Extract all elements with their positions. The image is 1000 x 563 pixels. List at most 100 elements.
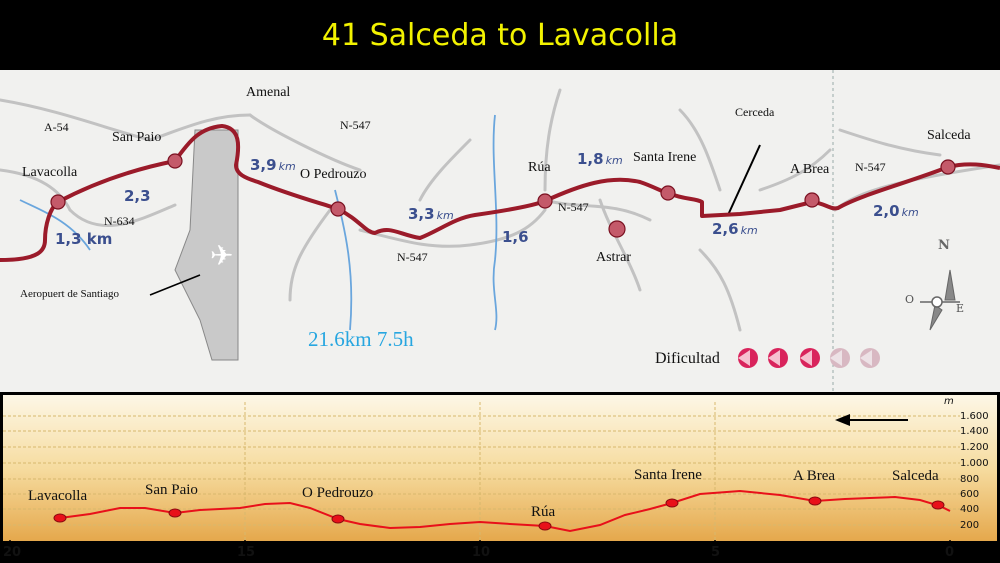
road-label-a54: A-54	[44, 120, 69, 134]
profile-y-tick: 200	[960, 520, 980, 531]
airport-pointer	[149, 274, 201, 296]
river-3	[19, 199, 91, 251]
profile-y-tick: 1.400	[960, 426, 989, 437]
place-san-paio: San Paio	[112, 130, 162, 145]
profile-label-san-paio: San Paio	[145, 482, 198, 498]
profile-x-ticks	[9, 540, 951, 545]
distance-label: 1,6	[502, 228, 529, 246]
distance-label: 2,3	[124, 187, 151, 205]
road-segment	[678, 108, 722, 192]
stop-lavacolla	[50, 194, 66, 210]
road-segment	[698, 248, 742, 332]
road-segment	[758, 148, 832, 192]
elevation-line	[59, 489, 951, 533]
place-o-pedrouzo: O Pedrouzo	[300, 167, 367, 182]
difficulty-icon-1	[738, 348, 758, 368]
distance-label: 1,8 km	[577, 150, 623, 168]
airplane-icon: ✈	[210, 239, 233, 272]
difficulty-label: Dificultad	[655, 350, 720, 367]
profile-label-a-brea: A Brea	[793, 468, 836, 484]
place-a-brea: A Brea	[790, 162, 830, 177]
distance-label: 3,3 km	[408, 205, 454, 223]
title-bar: 41 Salceda to Lavacolla	[0, 0, 1000, 70]
distance-label: 3,9 km	[250, 156, 296, 174]
road-segment	[543, 198, 652, 222]
place-rua: Rúa	[528, 160, 551, 175]
place-lavacolla: Lavacolla	[22, 165, 78, 180]
marker-lavacolla	[53, 513, 67, 523]
profile-x-tick: 15	[237, 545, 256, 560]
road-label-n547-2: N-547	[397, 250, 428, 264]
difficulty-icon-5	[860, 348, 880, 368]
road-label-n547-3: N-547	[558, 200, 589, 214]
profile-label-santa-irene: Santa Irene	[634, 467, 702, 483]
difficulty-icon-2	[768, 348, 788, 368]
road-segment	[838, 128, 942, 157]
profile-x-tick: 5	[711, 545, 721, 560]
marker-san-paio	[168, 508, 182, 518]
place-salceda: Salceda	[927, 128, 971, 143]
profile-x-tick: 10	[472, 545, 491, 560]
profile-gridlines	[3, 402, 960, 541]
road-n634	[68, 203, 177, 227]
marker-salceda	[931, 500, 945, 510]
page-title: 41 Salceda to Lavacolla	[321, 17, 679, 53]
road-segment	[418, 138, 472, 202]
profile-y-unit: m	[944, 396, 954, 407]
marker-rua	[538, 521, 552, 531]
road-segment	[598, 198, 642, 292]
compass-icon	[920, 269, 960, 331]
place-astrar: Astrar	[596, 250, 631, 265]
marker-santa-irene	[665, 498, 679, 508]
profile-label-salceda: Salceda	[892, 468, 939, 484]
profile-canvas	[0, 395, 1000, 545]
marker-a-brea	[808, 496, 822, 506]
profile-label-lavacolla: Lavacolla	[28, 488, 88, 504]
compass-east: E	[956, 302, 965, 315]
road-a54	[0, 98, 252, 142]
road-segment	[0, 168, 72, 212]
distance-label: 1,3 km	[55, 230, 113, 248]
compass-west: O	[905, 293, 915, 306]
elevation-profile: Lavacolla San Paio O Pedrouzo Rúa Santa …	[0, 392, 1000, 563]
distance-label: 2,0 km	[873, 202, 919, 220]
profile-label-rua: Rúa	[531, 504, 556, 520]
marker-o-pedrouzo	[331, 514, 345, 524]
stop-salceda	[940, 159, 956, 175]
profile-y-tick: 800	[960, 474, 980, 485]
road-segment	[543, 88, 562, 192]
route-stats: 21.6km 7.5h	[308, 327, 414, 351]
difficulty-icon-3	[800, 348, 820, 368]
route-stops	[50, 153, 956, 238]
place-cerceda: Cerceda	[735, 105, 775, 119]
difficulty-meter	[738, 348, 880, 368]
distance-label: 2,6 km	[712, 220, 758, 238]
stop-santa-irene	[660, 185, 676, 201]
profile-y-tick: 600	[960, 489, 980, 500]
difficulty-icon-4	[830, 348, 850, 368]
profile-y-tick: 1.000	[960, 458, 989, 469]
route-map: ✈	[0, 70, 1000, 392]
map-canvas: ✈	[0, 70, 1000, 392]
profile-y-tick: 1.600	[960, 411, 989, 422]
road-n547	[358, 208, 547, 248]
cerceda-pointer	[727, 144, 761, 216]
direction-arrow-icon	[835, 414, 908, 426]
road-segment	[248, 113, 362, 172]
profile-y-tick: 1.200	[960, 442, 989, 453]
elevation-markers	[53, 496, 945, 531]
airport-label: Aeropuert de Santiago	[20, 288, 119, 300]
stop-astrar	[608, 220, 626, 238]
profile-y-tick: 400	[960, 504, 980, 515]
place-santa-irene: Santa Irene	[633, 150, 697, 165]
road-label-n634: N-634	[104, 214, 135, 228]
road-segment	[288, 208, 332, 302]
river-2	[492, 114, 498, 331]
compass-north: N	[938, 238, 950, 253]
profile-x-tick: 20	[3, 545, 22, 560]
stop-san-paio	[167, 153, 183, 169]
stop-o-pedrouzo	[330, 201, 346, 217]
road-label-n547-1: N-547	[340, 118, 371, 132]
stop-rua	[537, 193, 553, 209]
road-label-n547-4: N-547	[855, 160, 886, 174]
